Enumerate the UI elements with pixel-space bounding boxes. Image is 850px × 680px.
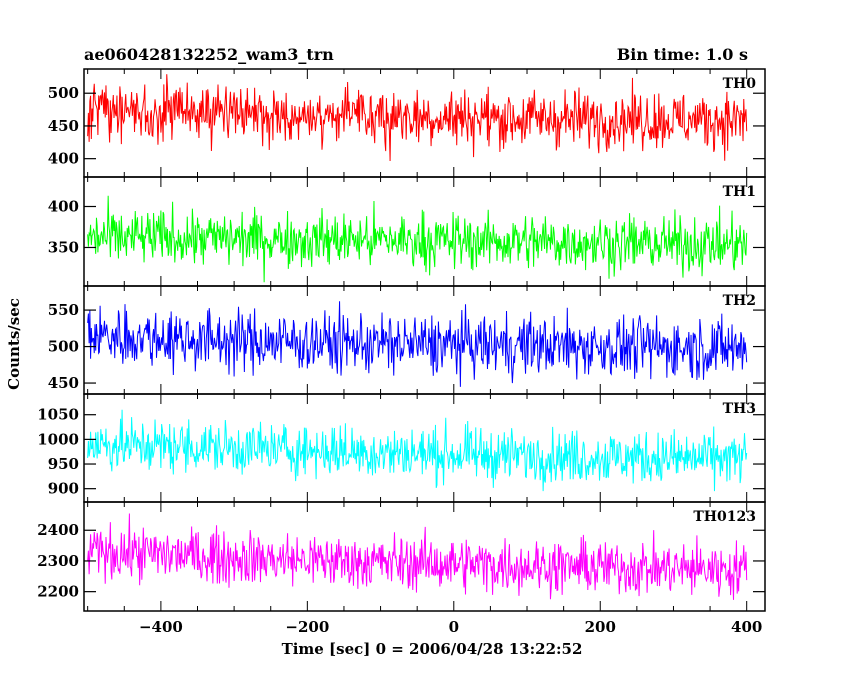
series-th0123 (87, 513, 748, 600)
panel-label-th0123: TH0123 (693, 509, 756, 525)
chart-title: ae060428132252_wam3_trn (84, 45, 334, 64)
y-tick-label: 400 (48, 198, 79, 216)
x-axis: −400 −200 0 200 400 (139, 618, 762, 636)
panel-th0123: 2200 2300 2400 TH0123 (37, 501, 766, 612)
x-axis-title: Time [sec] 0 = 2006/04/28 13:22:52 (282, 640, 583, 658)
y-tick-label: 2200 (37, 583, 79, 601)
y-tick-label: 450 (48, 374, 79, 392)
panel-label-th1: TH1 (723, 184, 756, 200)
y-tick-label: 500 (48, 338, 79, 356)
panel-th2: 450 500 550 TH2 (48, 285, 766, 395)
panel-label-th0: TH0 (723, 76, 757, 92)
y-tick-label: 450 (48, 117, 79, 135)
panel-frame (83, 393, 766, 503)
y-tick-label: 500 (48, 84, 79, 102)
y-tick-label: 900 (48, 480, 79, 498)
y-tick-label: 550 (48, 301, 79, 319)
y-axis-title: Counts/sec (5, 298, 23, 390)
panel-label-th2: TH2 (723, 293, 756, 309)
x-tick-label: 0 (449, 618, 459, 636)
panel-frame (83, 501, 766, 612)
y-tick-label: 1000 (37, 430, 79, 448)
y-tick-label: 2400 (37, 521, 79, 539)
x-tick-label: −200 (285, 618, 329, 636)
y-tick-label: 1050 (37, 406, 79, 424)
y-tick-label: 400 (48, 150, 79, 168)
x-tick-label: 400 (731, 618, 762, 636)
y-tick-label: 2300 (37, 552, 79, 570)
series-th0 (87, 74, 748, 162)
panel-th3: 900 950 1000 1050 TH3 (37, 393, 766, 503)
series-th1 (87, 195, 748, 283)
series-th2 (87, 301, 748, 387)
panel-th0: 400 450 500 TH0 (48, 68, 766, 178)
y-tick-label: 950 (48, 455, 79, 473)
x-tick-label: −400 (139, 618, 183, 636)
panel-label-th3: TH3 (723, 401, 756, 417)
series-th3 (87, 409, 748, 492)
panel-th1: 350 400 TH1 (48, 176, 766, 287)
y-tick-label: 350 (48, 238, 79, 256)
chart-panels: 400 450 500 TH0 350 400 TH1 450 500 550 TH2 900 950 1… (37, 68, 766, 612)
bin-time-label: Bin time: 1.0 s (617, 45, 748, 64)
x-tick-label: 200 (585, 618, 616, 636)
